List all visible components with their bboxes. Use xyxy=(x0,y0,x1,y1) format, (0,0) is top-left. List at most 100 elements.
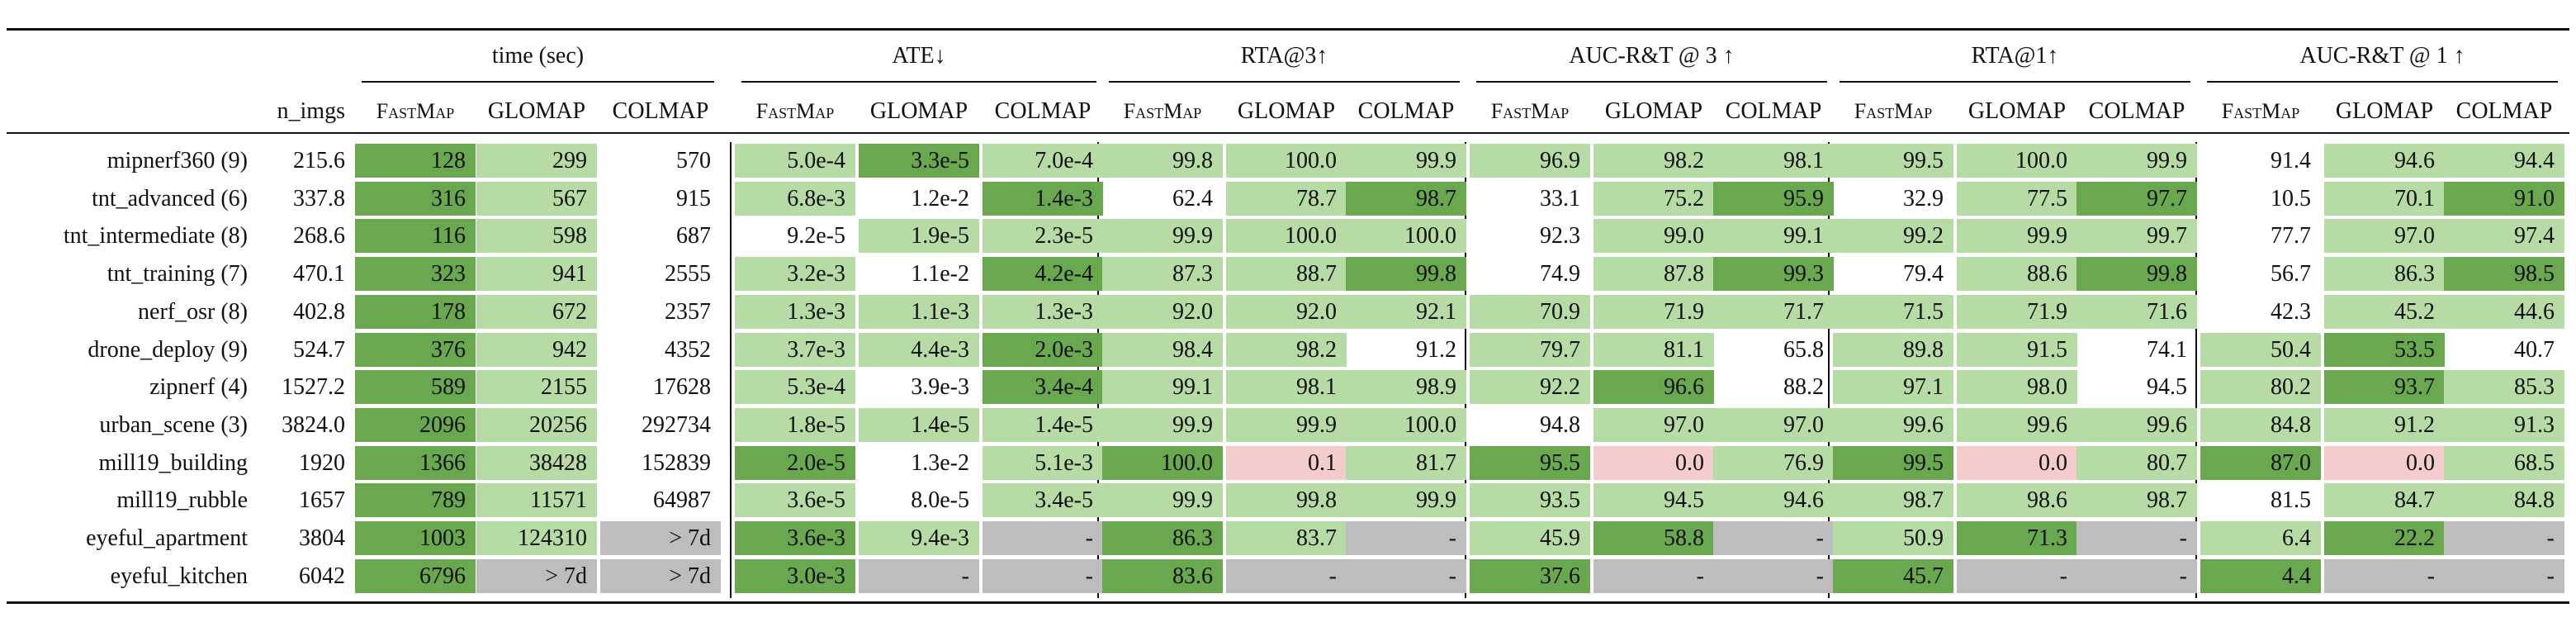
table-cell: 323 xyxy=(355,257,476,292)
table-cell: 98.4 xyxy=(1102,332,1223,367)
table-cell: - xyxy=(2444,521,2564,555)
row-label: zipnerf (4) xyxy=(149,374,248,401)
method-header-colmap: COLMAP xyxy=(612,98,709,124)
n-imgs-value: 337.8 xyxy=(293,185,345,211)
table-cell: 71.9 xyxy=(1593,294,1714,329)
group-underline xyxy=(362,81,714,83)
table-cell: 0.1 xyxy=(1226,445,1347,480)
row-label: mill19_building xyxy=(98,449,248,476)
table-cell: 86.3 xyxy=(2324,257,2445,292)
table-cell: 3.2e-3 xyxy=(735,257,855,292)
table-cell: 94.6 xyxy=(1713,483,1834,518)
table-cell: 99.5 xyxy=(1833,144,1953,178)
table-cell: 77.7 xyxy=(2271,223,2311,249)
table-cell: > 7d xyxy=(600,558,721,593)
table-cell: 98.1 xyxy=(1226,370,1347,405)
n-imgs-value: 268.6 xyxy=(293,223,345,249)
table-cell: 62.4 xyxy=(1172,185,1213,211)
table-cell: 100.0 xyxy=(1102,445,1223,480)
table-cell: 99.9 xyxy=(1346,144,1466,178)
table-cell: > 7d xyxy=(476,558,597,593)
table-cell: 0.0 xyxy=(1957,445,2077,480)
table-cell: 88.2 xyxy=(1783,374,1824,401)
group-separator xyxy=(1465,142,1466,598)
table-cell: 53.5 xyxy=(2324,332,2445,367)
table-cell: 89.8 xyxy=(1833,332,1953,367)
table-cell: - xyxy=(2076,558,2197,593)
table-cell: 9.4e-3 xyxy=(859,521,979,555)
table-cell: 92.3 xyxy=(1540,223,1580,249)
group-separator xyxy=(2195,142,2197,598)
table-cell: 17628 xyxy=(653,374,711,401)
table-cell: 789 xyxy=(355,483,476,518)
table-cell: 87.3 xyxy=(1102,257,1223,292)
group-header: time (sec) xyxy=(491,43,585,69)
table-cell: 1.4e-3 xyxy=(983,181,1103,216)
table-cell: 99.9 xyxy=(2076,144,2197,178)
group-header: AUC-R&T @ 3 ↑ xyxy=(1569,43,1735,69)
table-cell: 100.0 xyxy=(1957,144,2077,178)
table-cell: 2357 xyxy=(665,298,711,325)
table-cell: 71.6 xyxy=(2076,294,2197,329)
table-cell: 1.4e-5 xyxy=(859,407,979,442)
table-cell: 65.8 xyxy=(1783,336,1824,363)
table-cell: 92.2 xyxy=(1470,370,1590,405)
table-cell: 99.7 xyxy=(2076,219,2197,254)
table-cell: 97.1 xyxy=(1833,370,1953,405)
table-cell: - xyxy=(2076,521,2197,555)
table-cell: 94.8 xyxy=(1540,411,1580,438)
group-underline xyxy=(1476,81,1827,83)
table-cell: 95.9 xyxy=(1713,181,1834,216)
table-cell: 78.7 xyxy=(1226,181,1347,216)
table-cell: 4.2e-4 xyxy=(983,257,1103,292)
table-cell: 45.7 xyxy=(1833,558,1953,593)
table-cell: 80.2 xyxy=(2200,370,2321,405)
table-cell: 99.6 xyxy=(2076,407,2197,442)
row-label: eyeful_kitchen xyxy=(110,563,248,589)
table-cell: 376 xyxy=(355,332,476,367)
n-imgs-value: 1657 xyxy=(299,487,345,514)
table-cell: 942 xyxy=(476,332,597,367)
table-cell: 91.2 xyxy=(1416,336,1456,363)
table-cell: 7.0e-4 xyxy=(983,144,1103,178)
table-cell: 87.8 xyxy=(1593,257,1714,292)
table-cell: 68.5 xyxy=(2444,445,2564,480)
table-cell: 99.0 xyxy=(1593,219,1714,254)
n-imgs-value: 402.8 xyxy=(293,298,345,325)
table-cell: 96.9 xyxy=(1470,144,1590,178)
table-cell: 92.0 xyxy=(1102,294,1223,329)
row-label: tnt_intermediate (8) xyxy=(63,223,248,249)
table-cell: 98.7 xyxy=(2076,483,2197,518)
table-cell: 589 xyxy=(355,370,476,405)
table-cell: 50.4 xyxy=(2200,332,2321,367)
table-cell: 570 xyxy=(676,148,711,173)
table-cell: 1.9e-5 xyxy=(859,219,979,254)
table-cell: 83.6 xyxy=(1102,558,1223,593)
table-cell: 56.7 xyxy=(2271,261,2311,287)
group-separator xyxy=(1097,142,1099,598)
table-cell: 316 xyxy=(355,181,476,216)
table-cell: 3.3e-5 xyxy=(859,144,979,178)
method-header-glomap: GLOMAP xyxy=(1237,98,1336,124)
table-cell: 71.3 xyxy=(1957,521,2077,555)
table-cell: 37.6 xyxy=(1470,558,1590,593)
method-header-glomap: GLOMAP xyxy=(2335,98,2434,124)
table-cell: 3.6e-3 xyxy=(735,521,855,555)
method-header-fastmap: FastMap xyxy=(376,99,455,123)
table-cell: 1.3e-3 xyxy=(983,294,1103,329)
table-cell: - xyxy=(983,558,1103,593)
table-cell: 33.1 xyxy=(1540,185,1580,211)
table-cell: 93.7 xyxy=(2324,370,2445,405)
table-cell: 0.0 xyxy=(2324,445,2445,480)
table-cell: 0.0 xyxy=(1593,445,1714,480)
table-cell: 92.1 xyxy=(1346,294,1466,329)
table-cell: 292734 xyxy=(642,411,711,438)
table-cell: 97.4 xyxy=(2444,219,2564,254)
table-cell: 95.5 xyxy=(1470,445,1590,480)
table-cell: 79.7 xyxy=(1470,332,1590,367)
group-header: RTA@1↑ xyxy=(1971,43,2059,69)
table-cell: 87.0 xyxy=(2200,445,2321,480)
table-cell: 99.9 xyxy=(1346,483,1466,518)
table-cell: 1.3e-2 xyxy=(911,449,969,476)
table-cell: 4.4 xyxy=(2200,558,2321,593)
